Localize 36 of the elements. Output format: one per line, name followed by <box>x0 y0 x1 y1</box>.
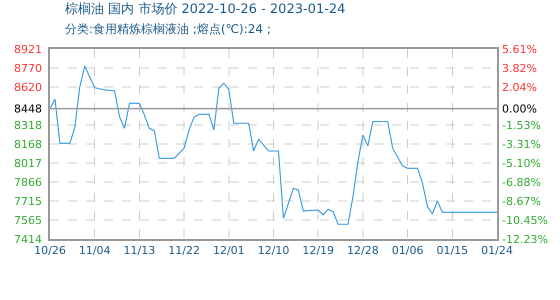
y-tick-label: 8448 <box>14 102 42 116</box>
line-series <box>50 66 497 225</box>
y-tick-label: 7715 <box>14 194 42 208</box>
x-tick-label: 12/19 <box>302 244 334 257</box>
chart-subtitle: 分类:食用精炼棕榈液油 ;熔点(℃):24 ; <box>65 22 271 36</box>
x-tick-label: 12/01 <box>212 244 245 257</box>
y2-tick-label: -8.67% <box>502 194 541 208</box>
x-tick-label: 12/28 <box>347 244 379 257</box>
y-tick-label: 7414 <box>14 232 42 246</box>
y-tick-label: 7866 <box>14 176 42 189</box>
y-tick-label: 7565 <box>14 214 42 227</box>
x-tick-label: 12/10 <box>258 244 290 257</box>
x-tick-label: 11/22 <box>168 244 200 257</box>
y-tick-label: 8017 <box>14 156 42 170</box>
x-tick-label: 11/04 <box>78 244 111 257</box>
chart-title: 棕榈油 国内 市场价 2022-10-26 - 2023-01-24 <box>65 2 346 17</box>
y2-tick-label: 3.82% <box>502 62 537 75</box>
y-tick-label: 8921 <box>14 42 42 56</box>
x-tick-label: 01/24 <box>481 244 513 257</box>
y2-tick-label: 2.04% <box>502 80 537 94</box>
x-tick-label: 01/06 <box>392 244 424 257</box>
y2-tick-label: -6.88% <box>502 176 541 189</box>
y2-tick-label: 0.00% <box>502 102 537 116</box>
y-tick-label: 8620 <box>14 80 42 94</box>
y-tick-label: 8318 <box>14 118 42 132</box>
y2-tick-label: -1.53% <box>502 118 541 132</box>
y-tick-label: 8770 <box>14 62 42 75</box>
x-tick-label: 10/26 <box>34 244 66 257</box>
x-tick-label: 01/15 <box>436 244 468 257</box>
y-tick-label: 8168 <box>14 138 42 151</box>
x-tick-label: 11/13 <box>124 244 156 257</box>
y2-tick-label: -10.45% <box>502 214 548 227</box>
y2-tick-label: -5.10% <box>502 156 541 170</box>
y2-tick-label: -3.31% <box>502 138 541 151</box>
y2-tick-label: 5.61% <box>502 42 537 56</box>
y2-tick-label: -12.23% <box>502 232 548 246</box>
